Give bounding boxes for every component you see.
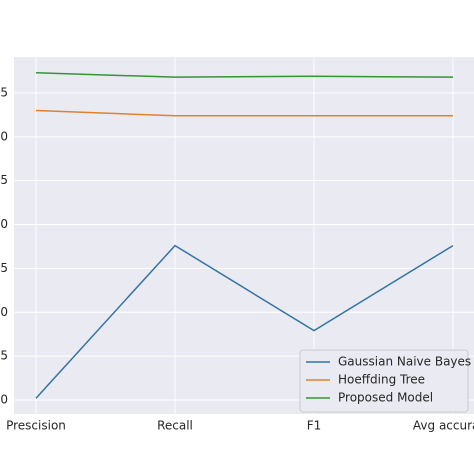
y-tick-label: 85 [0, 173, 8, 187]
x-tick-label: F1 [307, 419, 322, 433]
series-line [35, 244, 454, 399]
legend-label: Proposed Model [338, 391, 433, 405]
y-tick-label: 70 [0, 305, 8, 319]
y-tick-label: 80 [0, 217, 8, 231]
y-tick-label: 90 [0, 129, 8, 143]
y-tick-label: 65 [0, 349, 8, 363]
y-tick-label: 75 [0, 261, 8, 275]
series-line [35, 109, 453, 117]
legend-label: Hoeffding Tree [338, 373, 425, 387]
x-tick-label: Prescision [6, 419, 66, 433]
x-tick-label: Avg accuracy [413, 419, 474, 433]
legend-box [299, 349, 469, 413]
x-tick-label: Recall [157, 419, 193, 433]
y-tick-label: 95 [0, 85, 8, 99]
y-tick-label: 60 [0, 392, 8, 406]
series-line [35, 72, 454, 78]
legend-label: Gaussian Naive Bayes [338, 355, 471, 369]
